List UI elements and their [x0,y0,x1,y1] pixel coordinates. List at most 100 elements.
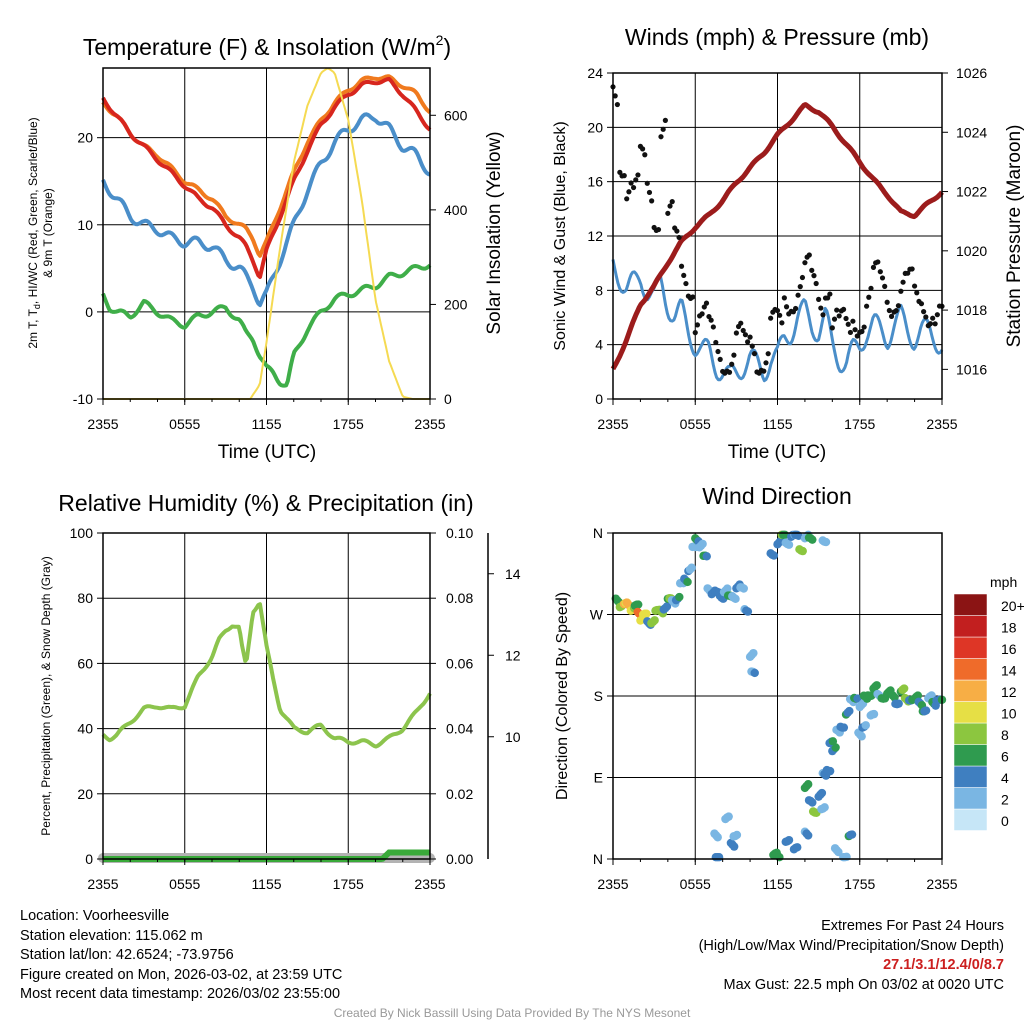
legend-swatch [953,722,988,745]
winds-series [610,84,945,383]
wind-direction-point [784,835,794,845]
gust-point [829,325,835,331]
pressure-ytick-right-label: 1016 [956,361,987,377]
extremes-title: Extremes For Past 24 Hours [821,918,1004,934]
gust-point [866,294,872,300]
gust-point [633,177,639,183]
temperature-ytick-label: 10 [77,217,93,233]
gust-point [667,203,673,209]
wind-direction-point [825,766,835,776]
gust-point [914,290,920,296]
legend-label: 10 [1001,705,1017,721]
temperature-ytick-label: 0 [85,304,93,320]
temperature-ytick-label: 20 [77,130,93,146]
wind-direction-ytick-label: W [590,607,604,623]
humidity-grid [103,533,430,859]
wind-direction-title: Wind Direction [702,483,852,509]
gust-point [742,332,749,338]
gust-point [900,279,906,285]
humidity-xtick-label: 1755 [333,876,364,892]
legend-swatch [953,615,988,638]
gust-point [932,321,938,327]
created-text: Figure created on Mon, 2026-03-02, at 23… [20,966,343,983]
gust-point [783,304,790,310]
winds-ytick-label: 0 [595,391,603,407]
wind-direction-point [921,706,931,715]
gust-point [886,307,892,314]
humidity-ytick-label: 100 [70,525,94,541]
pressure-ytick-right-label: 1018 [956,302,987,318]
td-line [101,263,432,388]
winds-title: Winds (mph) & Pressure (mb) [625,24,929,50]
temperature-grid [103,68,430,399]
temperature-xtick-label: 0555 [169,416,200,432]
gust-point [781,295,787,301]
wind-direction-point [867,691,876,700]
insolation-ytick-right-label: 400 [444,202,468,218]
pressure-ylabel: Station Pressure (Maroon) [1004,125,1024,348]
wind-speed-legend: mph 0 2 4 6 8 10 12 14 16 18 20+ [953,574,1024,831]
wind-direction-point [798,546,807,556]
precip-ytick-label: 0.00 [446,851,473,867]
gust-point [923,314,929,320]
temperature-xtick-label: 2355 [414,416,445,432]
gust-point [816,296,822,302]
gust-point [921,309,927,315]
extremes-values: 27.1/3.1/12.4/0/8.7 [883,957,1004,973]
gust-point [934,312,940,318]
wind-direction-ylabel: Direction (Colored By Speed) [554,592,571,800]
gust-point [703,300,710,306]
winds-grid [613,73,942,399]
winds-ytick-label: 8 [595,282,603,298]
gust-point [797,284,803,290]
temperature-xtick-label: 1155 [251,416,281,432]
gust-point [690,294,696,300]
gust-point [875,259,881,265]
2m-t-line [101,76,432,279]
winds-xtick-label: 0555 [680,416,711,432]
legend-swatch [953,593,988,616]
wind-direction-point [793,843,802,852]
wind-direction-point [731,594,740,604]
humidity-xtick-label: 1155 [251,876,281,892]
wind-direction-point [713,833,722,842]
wind-direction-point [847,830,857,839]
station-pressure-line [610,102,944,371]
wind-direction-xtick-label: 2355 [926,876,957,892]
winds-xtick-label: 2355 [597,416,628,432]
legend-swatch [953,808,988,831]
wind-direction-point [750,668,759,678]
gust-point [630,184,637,191]
wind-direction-point [683,577,692,587]
gust-point [843,315,849,322]
legend-label: 14 [1001,662,1017,678]
temperature-panel: Temperature (F) & Insolation (W/m2) 2355… [26,32,505,463]
gust-point [905,270,911,276]
legend-swatch [953,658,988,681]
gust-point [713,339,719,346]
gust-point [795,292,801,298]
wind-direction-point [729,842,739,851]
gust-point [768,315,774,321]
gust-point [717,356,723,362]
extremes-info: Extremes For Past 24 Hours (High/Low/Max… [699,917,1004,995]
gust-point [635,172,641,178]
credit-footer: Created By Nick Bassill Using Data Provi… [333,1006,691,1020]
gust-point [854,333,860,339]
wind-direction-point [853,694,862,703]
legend-label: 20+ [1001,598,1024,614]
gust-point [642,152,648,158]
gust-point [870,264,877,270]
wind-direction-point [820,803,829,812]
temperature-xtick-label: 1755 [333,416,364,432]
gust-point [895,303,902,309]
wind-direction-point [817,788,827,798]
gust-point [674,228,680,234]
legend-swatch [953,636,988,659]
wind-direction-point [723,584,732,593]
wind-direction-point [769,551,779,560]
max-gust-text: Max Gust: 22.5 mph On 03/02 at 0020 UTC [723,976,1004,993]
gust-point [847,329,854,336]
gust-point [658,134,664,140]
